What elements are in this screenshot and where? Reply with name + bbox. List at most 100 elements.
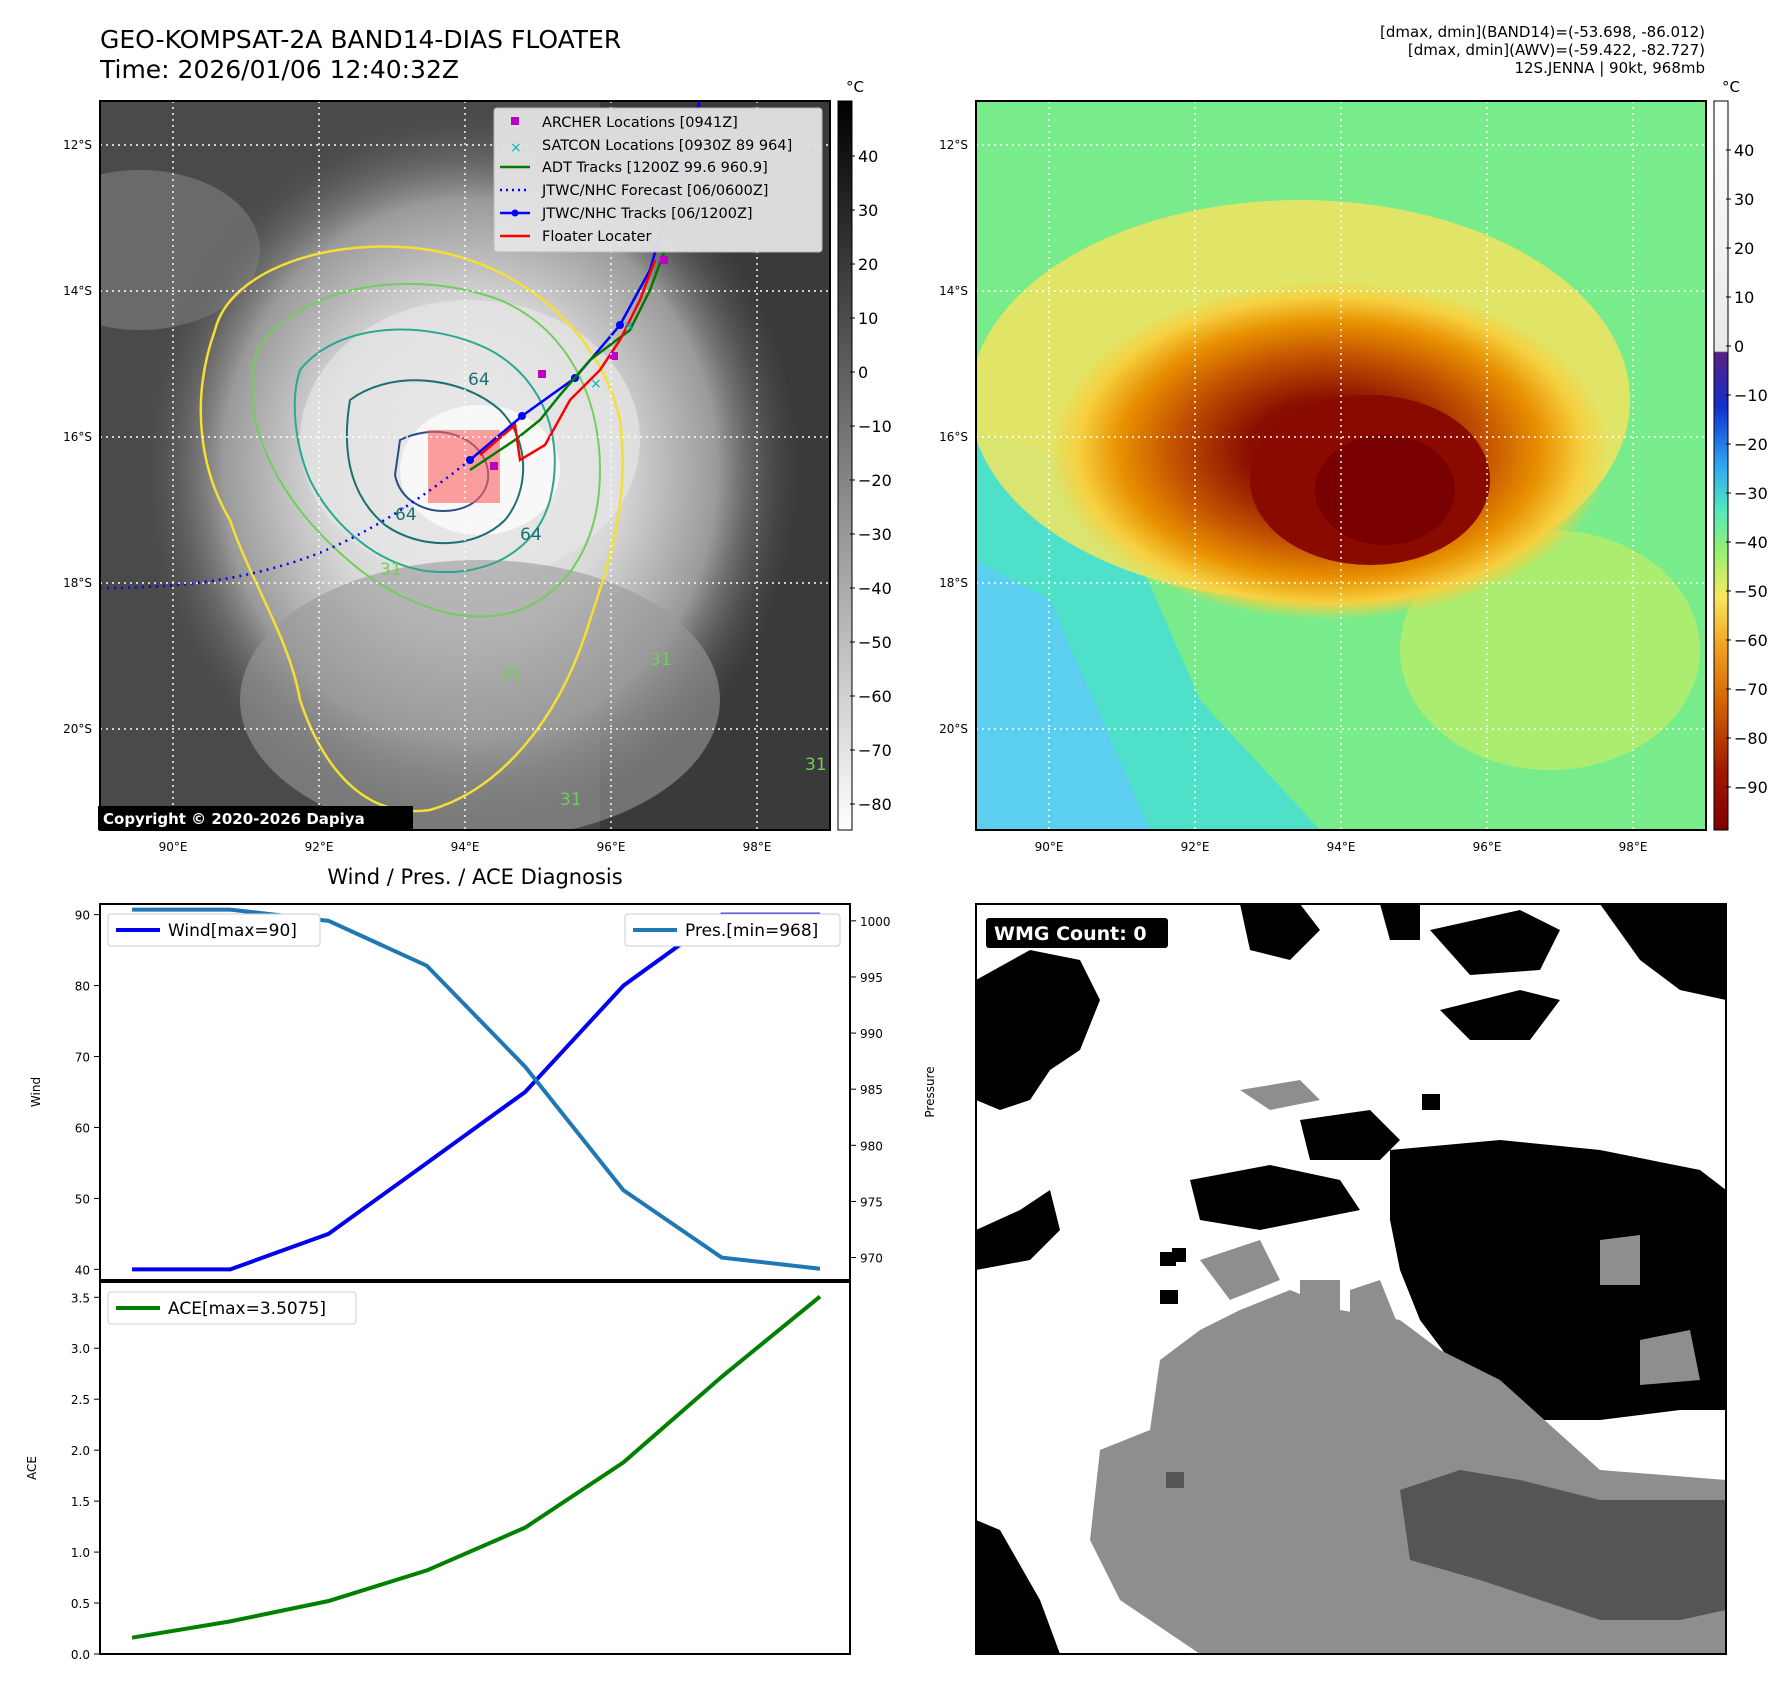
y-tick-label: 3.0 [71,1342,90,1356]
lon-tick: 90°E [1035,840,1064,854]
jtwc-track-point [616,321,624,329]
figure-title: GEO-KOMPSAT-2A BAND14-DIAS FLOATER Time:… [100,25,621,85]
colorbar-tick-label: −20 [1734,435,1768,454]
ir-colorbar: °C 40 30 20 10 0 −10 −20 −30 −40 −50 −60 −70 −80 [837,78,892,831]
ace-legend-label: ACE[max=3.5075] [168,1299,326,1319]
lat-tick: 12°S [63,138,92,152]
ace-plot-frame [99,1281,851,1655]
wind-pressure-plot: 40 50 60 70 80 90 970 975 980 985 990 995 1000 Wind Pr… [29,903,937,1281]
colorbar-tick-label: −80 [1734,729,1768,748]
colorbar-tick-label: −10 [858,417,892,436]
lat-tick: 12°S [939,138,968,152]
y-right-tick-label: 985 [860,1083,883,1097]
colorbar-tick-label: 0 [858,363,868,382]
colorbar-tick-label: −50 [858,633,892,652]
adt-track [469,249,667,472]
wmg-count-label: WMG Count: 0 [994,923,1147,945]
colorbar-tick-label: −90 [1734,778,1768,797]
colorbar-tick-label: −30 [858,525,892,544]
colorbar-tick-label: −80 [858,795,892,814]
ir-axis-labels: 90°E 92°E 94°E 96°E 98°E 12°S 14°S 16°S … [63,138,771,854]
contour-label: 31 [650,650,672,670]
y-tick-label: 40 [75,1263,90,1277]
y-right-tick-label: 970 [860,1252,883,1266]
y-tick-label: 60 [75,1121,90,1135]
colorbar-tick-label: 30 [858,201,878,220]
title-line-2: Time: 2026/01/06 12:40:32Z [100,55,459,84]
y-tick-label: 2.0 [71,1444,90,1458]
contour-label: 31 [805,755,827,775]
y-right-tick-label: 975 [860,1195,883,1209]
y-tick-label: 70 [75,1051,90,1065]
ace-plot: 0.0 0.5 1.0 1.5 2.0 2.5 3.0 3.5 ACE ACE[max=3.507… [25,1281,851,1662]
lon-tick: 94°E [451,840,480,854]
legend-satcon-icon: × [510,140,522,156]
wind-legend-label: Wind[max=90] [168,921,297,941]
lat-tick: 20°S [939,722,968,736]
awv-satellite-image [976,101,1706,830]
legend-label: SATCON Locations [0930Z 89 964] [542,138,792,154]
title-line-1: GEO-KOMPSAT-2A BAND14-DIAS FLOATER [100,25,622,54]
y-tick-label: 80 [75,980,90,994]
legend-label: Floater Locater [542,229,651,245]
colorbar-tick-label: −20 [858,471,892,490]
contour-label: 31 [560,790,582,810]
colorbar-tick-label: 40 [1734,141,1754,160]
lon-tick: 92°E [1181,840,1210,854]
jtwc-track-point [466,456,474,464]
ace-axis-label: ACE [25,1456,39,1480]
storm-info: [dmax, dmin](BAND14)=(-53.698, -86.012) … [1005,23,1705,77]
archer-marker [538,370,546,378]
y-tick-label: 3.5 [71,1291,90,1305]
y-tick-label: 2.5 [71,1393,90,1407]
lat-tick: 20°S [63,722,92,736]
info-line-3: 12S.JENNA | 90kt, 968mb [1514,59,1705,77]
legend-label: ADT Tracks [1200Z 99.6 960.9] [542,160,768,176]
copyright-box [98,806,413,830]
ace-legend-box [107,1291,357,1325]
legend-label: ARCHER Locations [0941Z] [542,115,738,131]
floater-locater-track [479,259,657,463]
lat-tick: 18°S [63,576,92,590]
wmg-label-box [986,918,1168,948]
colorbar-tick-label: −40 [1734,533,1768,552]
lat-tick: 18°S [939,576,968,590]
satcon-marker: × [590,376,602,392]
colorbar-tick-label: −70 [858,741,892,760]
lon-tick: 94°E [1327,840,1356,854]
awv-gridlines [976,101,1706,830]
y-tick-label: 0.0 [71,1648,90,1662]
diagnosis-title: Wind / Pres. / ACE Diagnosis [327,865,622,889]
y-tick-label: 0.5 [71,1597,90,1611]
lat-tick: 16°S [63,430,92,444]
pressure-line [132,907,821,1271]
wind-axis-label: Wind [29,1077,43,1107]
colorbar-tick-label: 10 [1734,288,1754,307]
map-legend: ARCHER Locations [0941Z] × SATCON Locati… [493,107,823,253]
awv-axis-labels: 90°E 92°E 94°E 96°E 98°E 12°S 14°S 16°S … [939,138,1647,854]
y-right-tick-label: 1000 [860,915,891,929]
pressure-legend-label: Pres.[min=968] [685,921,818,941]
info-line-1: [dmax, dmin](BAND14)=(-53.698, -86.012) [1380,23,1705,41]
colorbar-tick-label: −70 [1734,680,1768,699]
colorbar-tick-label: −60 [1734,631,1768,650]
wmg-frame [975,903,1727,1655]
colorbar-tick-label: 20 [858,255,878,274]
contour-label: 31 [380,560,402,580]
y-right-tick-label: 990 [860,1027,883,1041]
copyright-text: Copyright © 2020-2026 Dapiya [103,810,365,828]
y-right-tick-label: 980 [860,1139,883,1153]
colorbar-tick-label: 40 [858,147,878,166]
archer-marker [610,352,618,360]
legend-archer-icon [511,117,519,125]
contour-label: 64 [395,505,417,525]
jtwc-track-point [518,412,526,420]
colorbar-tick-label: −30 [1734,484,1768,503]
archer-marker [660,256,668,264]
lat-tick: 16°S [939,430,968,444]
floater-box [428,430,500,503]
pressure-axis-label: Pressure [923,1066,937,1117]
y-tick-label: 1.5 [71,1495,90,1509]
lon-tick: 98°E [743,840,772,854]
